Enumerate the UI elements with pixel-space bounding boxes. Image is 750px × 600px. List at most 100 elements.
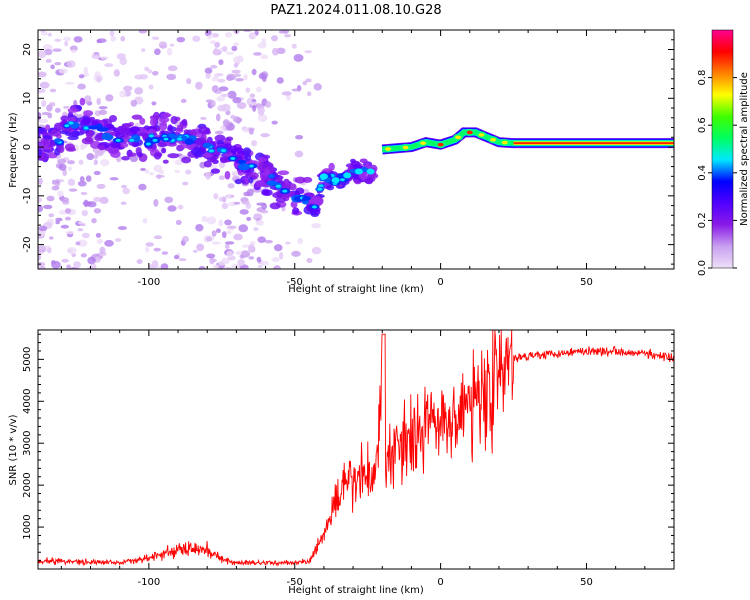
noise-speckle bbox=[40, 30, 46, 33]
noise-speckle bbox=[231, 45, 238, 52]
ridge-blob bbox=[39, 156, 49, 162]
noise-speckle bbox=[49, 101, 56, 107]
noise-speckle bbox=[307, 91, 312, 97]
noise-speckle bbox=[291, 43, 297, 49]
noise-speckle bbox=[302, 80, 308, 86]
noise-speckle bbox=[218, 260, 226, 266]
ridge-blob bbox=[83, 110, 94, 117]
noise-speckle bbox=[306, 257, 313, 264]
noise-speckle bbox=[58, 163, 67, 171]
ridge-core bbox=[202, 142, 212, 148]
ridge-highlight bbox=[339, 178, 345, 182]
ridge-blob bbox=[226, 136, 234, 141]
noise-speckle bbox=[129, 155, 138, 163]
noise-speckle bbox=[148, 84, 154, 90]
noise-speckle bbox=[110, 35, 117, 42]
noise-speckle bbox=[257, 236, 266, 243]
noise-speckle bbox=[38, 225, 48, 232]
noise-speckle bbox=[211, 230, 217, 237]
noise-speckle bbox=[81, 232, 90, 239]
ridge-blob bbox=[292, 207, 300, 215]
snr-x-tick-label: -50 bbox=[287, 577, 303, 588]
noise-speckle bbox=[210, 100, 216, 108]
noise-speckle bbox=[120, 201, 127, 205]
colorbar-label: Normalized spectral amplitude bbox=[739, 72, 750, 226]
noise-speckle bbox=[164, 196, 174, 204]
noise-speckle bbox=[249, 33, 257, 38]
noise-speckle bbox=[205, 73, 211, 79]
ridge-blob bbox=[71, 130, 80, 138]
noise-speckle bbox=[198, 266, 206, 269]
ridge-blob bbox=[119, 142, 129, 148]
noise-speckle bbox=[218, 59, 224, 66]
noise-speckle bbox=[226, 75, 234, 81]
noise-speckle bbox=[276, 77, 284, 84]
noise-speckle bbox=[204, 67, 213, 74]
colorbar-tick-label: 0.0 bbox=[697, 260, 708, 276]
ridge-blob bbox=[64, 143, 76, 151]
noise-speckle bbox=[73, 261, 81, 269]
noise-speckle bbox=[41, 100, 47, 108]
noise-speckle bbox=[249, 101, 258, 106]
noise-speckle bbox=[246, 188, 254, 197]
noise-speckle bbox=[227, 225, 237, 229]
noise-speckle bbox=[151, 36, 160, 40]
noise-speckle bbox=[77, 83, 86, 90]
noise-speckle bbox=[78, 221, 83, 225]
noise-speckle bbox=[149, 172, 155, 176]
noise-speckle bbox=[38, 88, 46, 94]
noise-speckle bbox=[49, 88, 57, 93]
noise-speckle bbox=[211, 85, 219, 93]
noise-speckle bbox=[100, 159, 110, 167]
noise-speckle bbox=[58, 68, 68, 74]
ridge-blob bbox=[149, 117, 157, 127]
noise-speckle bbox=[160, 263, 169, 269]
noise-speckle bbox=[213, 193, 219, 200]
noise-speckle bbox=[235, 250, 243, 256]
ridge-blob bbox=[38, 132, 41, 139]
noise-speckle bbox=[193, 249, 198, 253]
noise-speckle bbox=[253, 227, 259, 232]
noise-speckle bbox=[153, 247, 161, 252]
noise-speckle bbox=[186, 78, 192, 85]
noise-speckle bbox=[271, 257, 280, 263]
ridge-highlight bbox=[317, 187, 323, 191]
noise-speckle bbox=[60, 224, 69, 229]
noise-speckle bbox=[210, 64, 218, 69]
ridge-knot bbox=[354, 168, 363, 175]
noise-speckle bbox=[54, 38, 62, 43]
ridge-blob bbox=[290, 200, 298, 209]
snr-y-label: SNR (10 * v/v) bbox=[8, 414, 19, 485]
ridge-blob bbox=[244, 153, 252, 162]
noise-speckle bbox=[224, 241, 235, 245]
ridge-blob bbox=[135, 147, 142, 155]
noise-speckle bbox=[94, 151, 104, 157]
ridge-highlight bbox=[68, 121, 74, 125]
ridge-blob bbox=[127, 152, 137, 157]
noise-speckle bbox=[144, 66, 150, 72]
noise-speckle bbox=[116, 53, 126, 60]
noise-speckle bbox=[227, 183, 235, 189]
spectrogram-y-ticks: -20 -10 0 10 20 bbox=[22, 29, 674, 265]
noise-speckle bbox=[211, 258, 217, 263]
noise-speckle bbox=[206, 236, 212, 242]
ridge-highlight bbox=[148, 134, 154, 138]
noise-speckle bbox=[98, 109, 107, 115]
noise-speckle bbox=[38, 71, 47, 78]
snr-y-tick-label: 3000 bbox=[22, 430, 33, 455]
ridge-blob bbox=[79, 97, 86, 106]
noise-speckle bbox=[113, 69, 120, 77]
noise-speckle bbox=[51, 185, 60, 191]
noise-speckle bbox=[273, 244, 283, 252]
snr-y-tick-label: 1000 bbox=[22, 514, 33, 539]
ridge-core bbox=[101, 134, 114, 141]
noise-speckle bbox=[178, 258, 187, 262]
noise-speckle bbox=[38, 204, 43, 213]
noise-speckle bbox=[69, 45, 78, 52]
noise-speckle bbox=[65, 231, 75, 235]
spectrogram-x-tick-label: -100 bbox=[138, 277, 161, 288]
noise-speckle bbox=[117, 226, 128, 231]
ridge-highlight bbox=[176, 137, 182, 141]
noise-speckle bbox=[147, 69, 153, 74]
noise-speckle bbox=[91, 53, 101, 60]
